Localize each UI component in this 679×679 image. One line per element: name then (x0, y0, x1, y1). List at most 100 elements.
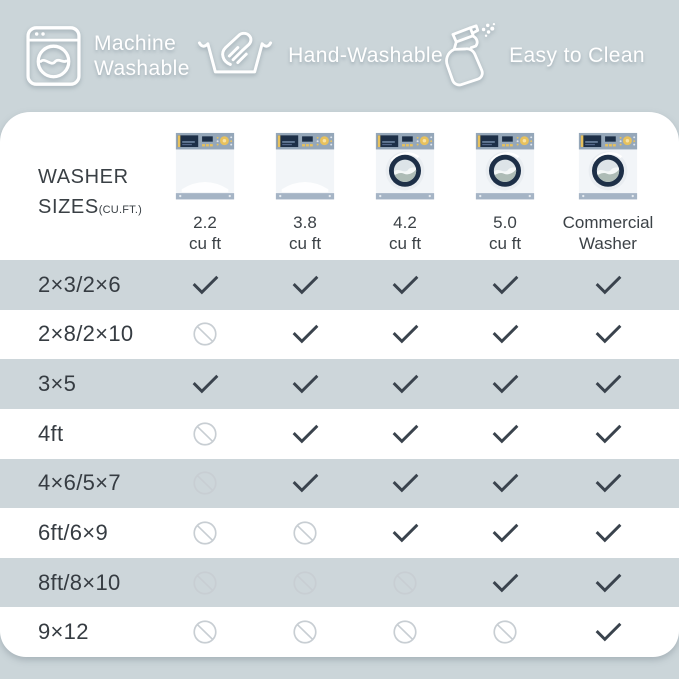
check-glyph (292, 424, 318, 444)
size-value: 4.2 (393, 213, 417, 232)
check-glyph (192, 374, 218, 394)
not-suitable-icon (155, 619, 255, 645)
not-suitable-icon (155, 570, 255, 596)
not-suitable-icon (255, 520, 355, 546)
check-icon (455, 471, 555, 495)
size-value: 3.8 (293, 213, 317, 232)
check-icon (255, 273, 355, 297)
table-row: 9×12 (0, 607, 679, 657)
table-rows: 2×3/2×6 2×8/2×10 3×5 4ft 4×6/5×7 6ft/6×9 8ft/8… (0, 260, 679, 657)
check-icon (455, 322, 555, 346)
washing-machine-icon (26, 26, 81, 86)
title-line-1: WASHER (38, 166, 129, 188)
check-glyph (595, 275, 621, 295)
column-header-3-8: 3.8 cu ft (255, 112, 355, 260)
check-icon (555, 422, 679, 446)
no-glyph (193, 422, 217, 446)
table-row: 3×5 (0, 359, 679, 409)
check-glyph (492, 573, 518, 592)
check-icon (355, 273, 455, 297)
not-suitable-icon (255, 570, 355, 596)
features-band: Machine Washable Hand-Washable (0, 0, 679, 112)
hand-wash-icon (198, 31, 273, 74)
check-glyph (492, 474, 518, 493)
size-value: Commercial (562, 213, 654, 232)
rug-size-label: 6ft/6×9 (38, 519, 108, 545)
check-icon (455, 273, 555, 297)
washer-size-comparison-table: WASHER SIZES(CU.FT.) 2.2 cu ft 3.8 cu ft 4.2… (0, 112, 679, 657)
column-header-2-2: 2.2 cu ft (155, 112, 255, 260)
check-glyph (492, 275, 518, 295)
check-glyph (492, 374, 518, 394)
title-sizes: SIZES (38, 196, 99, 218)
spray-dots (481, 22, 496, 37)
check-glyph (192, 275, 218, 295)
washer-size-label: 2.2 cu ft (189, 212, 221, 255)
check-icon (355, 372, 455, 396)
washer-size-label: 3.8 cu ft (289, 212, 321, 255)
not-suitable-icon (355, 619, 455, 645)
check-glyph (392, 474, 418, 493)
check-icon (255, 322, 355, 346)
feature-label: Hand-Washable (288, 44, 444, 68)
not-suitable-icon (155, 520, 255, 546)
rug-size-label: 8ft/8×10 (38, 569, 121, 595)
rug-size-label: 4ft (38, 420, 64, 446)
no-glyph (393, 620, 417, 644)
size-unit: cu ft (288, 234, 322, 254)
check-icon (555, 521, 679, 545)
washer-illustration-front-load (578, 132, 638, 200)
washer-sizes-title: WASHER SIZES(CU.FT.) (0, 112, 155, 260)
check-icon (155, 273, 255, 297)
table-row: 2×3/2×6 (0, 260, 679, 310)
no-glyph (293, 570, 317, 595)
check-glyph (595, 424, 621, 444)
no-glyph (193, 322, 217, 347)
rug-size-label: 3×5 (38, 371, 77, 397)
not-suitable-icon (355, 570, 455, 596)
size-unit: Washer (579, 234, 637, 254)
check-glyph (392, 374, 418, 394)
check-glyph (492, 325, 518, 344)
no-glyph (493, 620, 517, 644)
check-icon (355, 422, 455, 446)
check-icon (155, 372, 255, 396)
table-row: 4×6/5×7 (0, 458, 679, 509)
washer-size-label: 4.2 cu ft (389, 212, 421, 255)
no-glyph (193, 620, 217, 644)
check-icon (455, 521, 555, 545)
check-glyph (492, 523, 518, 543)
check-glyph (595, 523, 621, 543)
table-row: 2×8/2×10 (0, 310, 679, 360)
feature-machine-washable: Machine Washable (26, 26, 195, 86)
no-glyph (393, 570, 417, 595)
check-icon (355, 471, 455, 495)
washer-illustration-front-load (375, 132, 435, 200)
washer-size-label: 5.0 cu ft (489, 212, 521, 255)
check-glyph (595, 325, 621, 344)
check-icon (355, 322, 455, 346)
feature-label: Machine Washable (94, 31, 190, 80)
not-suitable-icon (455, 619, 555, 645)
washer-illustration-front-load (475, 132, 535, 200)
check-icon (455, 571, 555, 595)
title-line-2: SIZES(CU.FT.) (38, 192, 155, 222)
table-row: 6ft/6×9 (0, 508, 679, 558)
no-glyph (193, 570, 217, 595)
check-glyph (492, 424, 518, 444)
no-glyph (293, 521, 317, 545)
size-unit: cu ft (488, 234, 522, 254)
feature-label: Easy to Clean (509, 44, 645, 68)
check-glyph (292, 325, 318, 344)
not-suitable-icon (155, 421, 255, 447)
check-icon (355, 521, 455, 545)
check-icon (555, 620, 679, 644)
check-glyph (292, 374, 318, 394)
rug-size-label: 2×3/2×6 (38, 271, 121, 297)
check-glyph (595, 474, 621, 493)
table-row: 4ft (0, 409, 679, 459)
not-suitable-icon (155, 470, 255, 496)
check-icon (555, 322, 679, 346)
table-header: WASHER SIZES(CU.FT.) 2.2 cu ft 3.8 cu ft 4.2… (0, 112, 679, 260)
